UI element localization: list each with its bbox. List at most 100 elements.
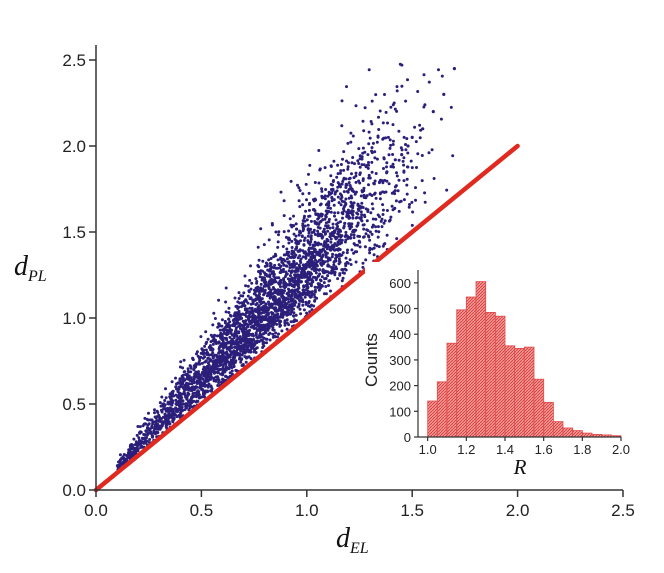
scatter-point: [310, 267, 314, 271]
scatter-point: [313, 233, 317, 236]
scatter-point: [309, 237, 313, 241]
scatter-point: [402, 170, 406, 174]
scatter-point: [212, 376, 216, 380]
scatter-point: [209, 389, 213, 393]
scatter-point: [324, 221, 328, 225]
scatter-point: [370, 160, 374, 164]
scatter-point: [315, 296, 319, 300]
scatter-point: [340, 199, 344, 203]
scatter-point: [298, 205, 302, 209]
scatter-point: [445, 188, 449, 192]
scatter-point: [405, 137, 409, 141]
scatter-point: [181, 399, 185, 403]
scatter-point: [326, 263, 330, 267]
scatter-point: [327, 279, 331, 283]
scatter-point: [322, 271, 325, 275]
scatter-point: [353, 162, 356, 166]
scatter-point: [329, 210, 333, 214]
scatter-point: [322, 281, 326, 285]
scatter-point: [340, 99, 344, 103]
scatter-point: [207, 382, 211, 386]
scatter-point: [287, 269, 291, 273]
scatter-point: [234, 350, 238, 354]
x-tick-label: 0.0: [84, 501, 108, 520]
scatter-point: [237, 291, 241, 295]
scatter-point: [261, 318, 265, 321]
scatter-point: [246, 294, 250, 298]
scatter-point: [339, 197, 343, 201]
scatter-point: [339, 203, 343, 207]
scatter-point: [298, 307, 302, 311]
scatter-point: [198, 373, 202, 377]
scatter-point: [309, 240, 313, 244]
scatter-point: [291, 279, 295, 283]
scatter-point: [304, 302, 308, 306]
scatter-point: [293, 303, 297, 307]
scatter-point: [221, 377, 225, 381]
scatter-point: [263, 291, 267, 295]
scatter-point: [236, 300, 240, 304]
scatter-point: [268, 315, 271, 319]
scatter-point: [393, 185, 397, 189]
scatter-point: [307, 172, 310, 176]
scatter-point: [337, 257, 341, 261]
scatter-point: [198, 396, 202, 399]
scatter-point: [139, 430, 143, 434]
scatter-point: [290, 269, 294, 273]
scatter-point: [213, 317, 217, 320]
scatter-point: [387, 153, 391, 157]
scatter-point: [261, 269, 264, 273]
scatter-point: [244, 360, 248, 364]
scatter-point: [318, 254, 322, 258]
scatter-point: [352, 242, 356, 246]
scatter-point: [235, 334, 239, 338]
scatter-point: [297, 186, 301, 190]
scatter-point: [247, 289, 251, 293]
scatter-point: [276, 258, 280, 262]
scatter-point: [290, 307, 294, 311]
scatter-point: [389, 165, 393, 169]
scatter-point: [312, 275, 315, 279]
scatter-point: [349, 140, 353, 144]
scatter-point: [281, 245, 285, 248]
inset-axes: [414, 270, 622, 441]
scatter-point: [314, 212, 318, 216]
scatter-point: [307, 301, 311, 305]
scatter-point: [153, 411, 156, 415]
scatter-point: [345, 85, 348, 89]
scatter-point: [378, 109, 382, 113]
scatter-point: [302, 216, 306, 220]
scatter-point: [268, 264, 272, 268]
scatter-point: [294, 234, 298, 238]
scatter-point: [261, 259, 265, 263]
scatter-point: [279, 280, 283, 284]
scatter-point: [117, 464, 120, 468]
scatter-point: [184, 388, 188, 391]
scatter-point: [423, 191, 427, 195]
scatter-point: [264, 302, 268, 306]
scatter-point: [305, 218, 309, 222]
scatter-point: [224, 374, 228, 378]
scatter-point: [420, 179, 424, 183]
scatter-point: [264, 337, 268, 341]
scatter-point: [328, 248, 332, 252]
scatter-point: [294, 292, 298, 296]
scatter-point: [287, 323, 291, 327]
scatter-point: [268, 338, 272, 342]
scatter-point: [358, 154, 362, 158]
scatter-point: [418, 123, 422, 127]
scatter-point: [276, 309, 280, 313]
scatter-point: [392, 165, 395, 169]
scatter-point: [371, 141, 375, 145]
scatter-point: [411, 210, 415, 214]
scatter-point: [223, 319, 227, 323]
scatter-point: [215, 361, 219, 365]
scatter-point: [421, 127, 425, 131]
scatter-point: [376, 225, 380, 229]
scatter-point: [268, 319, 272, 323]
scatter-point: [310, 264, 314, 267]
scatter-point: [182, 392, 187, 396]
scatter-point: [250, 321, 253, 324]
scatter-point: [334, 218, 338, 222]
scatter-point: [422, 105, 426, 109]
